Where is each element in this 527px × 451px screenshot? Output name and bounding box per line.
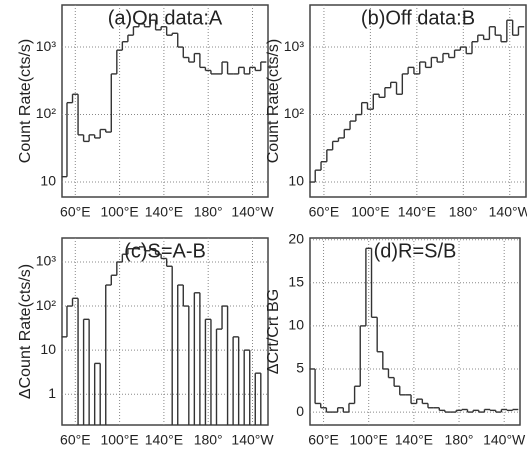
y-tick-label: 5 bbox=[296, 360, 304, 376]
plot-frame bbox=[309, 4, 527, 198]
x-tick-label: 180° bbox=[194, 204, 223, 220]
y-tick-label: 10² bbox=[36, 105, 57, 121]
y-tick-label: 0 bbox=[296, 403, 304, 419]
panel-title: (a)On data:A bbox=[108, 7, 223, 29]
plot-frame bbox=[309, 237, 521, 426]
panel-title: (c)S=A-B bbox=[124, 240, 206, 262]
y-tick-label: 10 bbox=[288, 317, 304, 333]
x-tick-label: 100°E bbox=[100, 204, 138, 220]
y-tick-label: 10 bbox=[40, 173, 56, 189]
x-tick-label: 180° bbox=[194, 432, 223, 448]
x-tick-label: 140°E bbox=[395, 432, 433, 448]
x-tick-label: 140°E bbox=[145, 432, 183, 448]
x-tick-label: 60°E bbox=[309, 204, 340, 220]
panel-title: (d)R=S/B bbox=[374, 240, 457, 262]
y-tick-label: 10³ bbox=[36, 253, 57, 269]
x-tick-label: 60°E bbox=[308, 432, 339, 448]
x-tick-label: 60°E bbox=[60, 432, 91, 448]
y-tick-label: 10³ bbox=[284, 38, 305, 54]
panel: 10 10² 10³ 60°E 100°E 140°E 180° 140°W (b)Off da… bbox=[265, 4, 527, 220]
plot-frame bbox=[61, 4, 269, 198]
y-tick-label: 1 bbox=[48, 385, 56, 401]
y-axis-label: Count Rate(cts/s) bbox=[17, 39, 34, 163]
panel: 0 5 10 15 20 60°E 100°E 140°E 180° 140°W (d)R=S/B Δ… bbox=[265, 230, 526, 447]
y-axis-label: ΔCount Rate(cts/s) bbox=[17, 264, 34, 399]
x-tick-label: 140°W bbox=[489, 204, 527, 220]
y-tick-label: 20 bbox=[288, 230, 304, 246]
x-tick-label: 100°E bbox=[100, 432, 138, 448]
x-tick-label: 140°W bbox=[231, 432, 274, 448]
panel-title: (b)Off data:B bbox=[361, 7, 475, 29]
x-tick-label: 140°E bbox=[145, 204, 183, 220]
y-tick-label: 10² bbox=[36, 297, 57, 313]
x-tick-label: 140°W bbox=[231, 204, 274, 220]
x-tick-label: 140°E bbox=[398, 204, 436, 220]
y-tick-label: 10³ bbox=[36, 38, 57, 54]
x-tick-label: 140°W bbox=[483, 432, 526, 448]
panel: 10 10² 10³ 60°E 100°E 140°E 180° 140°W (a)On dat… bbox=[17, 4, 274, 220]
y-tick-label: 10 bbox=[288, 173, 304, 189]
y-axis-label: Count Rate(cts/s) bbox=[265, 39, 282, 163]
x-tick-label: 60°E bbox=[60, 204, 91, 220]
x-tick-label: 180° bbox=[449, 204, 478, 220]
panel: 1 10 10² 10³ 60°E 100°E 140°E 180° 140°W (c)S=A-B… bbox=[17, 237, 274, 448]
x-tick-label: 100°E bbox=[351, 204, 389, 220]
x-tick-label: 100°E bbox=[350, 432, 388, 448]
y-axis-label: ΔCrt/Crt BG bbox=[265, 289, 282, 374]
plot-frame bbox=[61, 237, 269, 426]
y-tick-label: 10 bbox=[40, 341, 56, 357]
y-tick-label: 10² bbox=[284, 105, 305, 121]
y-tick-label: 15 bbox=[288, 274, 304, 290]
x-tick-label: 180° bbox=[445, 432, 474, 448]
